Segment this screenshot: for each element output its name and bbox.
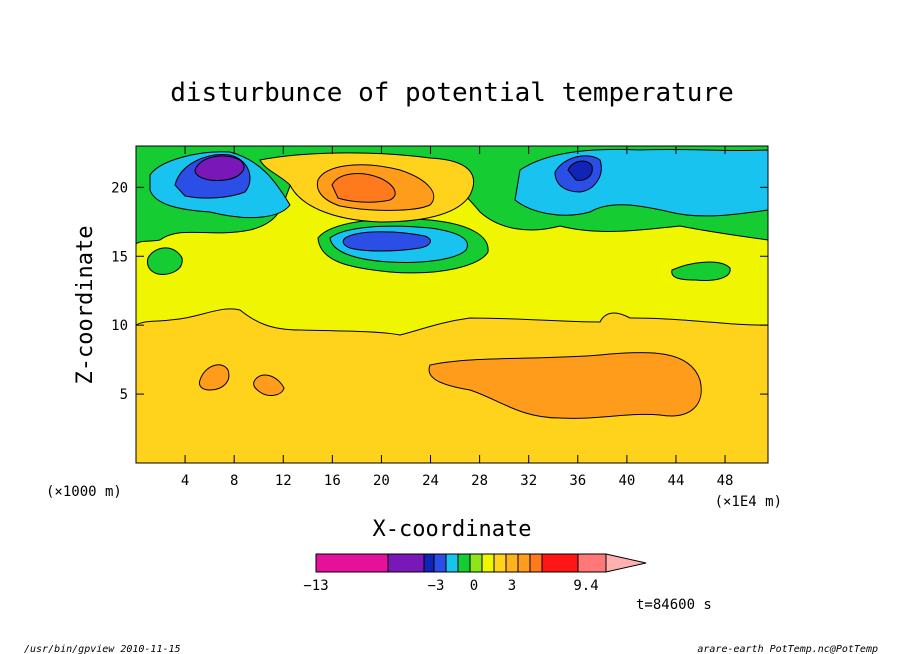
contour-region-orange-low — [428, 352, 702, 419]
colorbar-label: −13 — [303, 578, 328, 594]
x-tick-label: 24 — [422, 473, 439, 489]
colorbar-segment — [529, 553, 543, 573]
contour-region-purple-left — [194, 155, 245, 181]
x-tick-label: 44 — [668, 473, 685, 489]
x-unit-right: (×1E4 m) — [715, 494, 782, 510]
x-tick-label: 40 — [618, 473, 635, 489]
contour-region-orange-small1 — [199, 364, 230, 391]
footer-right: arare-earth_PotTemp.nc@PotTemp — [697, 644, 878, 654]
colorbar-label: −3 — [428, 578, 445, 594]
colorbar-segment — [457, 553, 471, 573]
y-tick-label: 15 — [111, 249, 128, 265]
colorbar-segment — [315, 553, 389, 573]
y-tick-label: 10 — [111, 318, 128, 334]
contour-region-cyan-right — [514, 148, 769, 217]
colorbar: −13 −3 0 3 9.4 — [303, 553, 647, 594]
y-tick-label: 20 — [111, 180, 128, 196]
colorbar-segment — [577, 553, 607, 573]
contour-region-red-top — [331, 173, 396, 203]
colorbar-segment — [423, 553, 435, 573]
contour-region-navy-right — [567, 160, 593, 181]
contour-region-green-left — [147, 247, 183, 275]
time-label: t=84600 s — [636, 597, 712, 613]
x-tick-label: 8 — [230, 473, 238, 489]
colorbar-segment — [433, 553, 447, 573]
plot-frame — [135, 145, 769, 464]
footer-left: /usr/bin/gpview 2010-11-15 — [24, 644, 181, 654]
contour-region-orange-small2 — [253, 374, 285, 396]
colorbar-segment — [387, 553, 425, 573]
y-axis-label: Z-coordinate — [73, 226, 98, 385]
x-unit-left: (×1000 m) — [46, 484, 122, 500]
colorbar-segment — [541, 553, 579, 573]
colorbar-segment — [505, 553, 519, 573]
y-ticks: 5 10 15 20 — [111, 180, 768, 403]
x-tick-label: 16 — [324, 473, 341, 489]
chart-title: disturbunce of potential temperature — [170, 78, 734, 108]
contour-region-blue-mid — [342, 231, 431, 252]
colorbar-segment — [445, 553, 459, 573]
x-tick-label: 4 — [181, 473, 189, 489]
x-axis-label: X-coordinate — [373, 517, 532, 542]
y-tick-label: 5 — [120, 387, 128, 403]
colorbar-label: 9.4 — [573, 578, 598, 594]
colorbar-segment — [481, 553, 495, 573]
x-tick-label: 20 — [373, 473, 390, 489]
colorbar-label: 3 — [508, 578, 516, 594]
colorbar-segment — [493, 553, 507, 573]
x-tick-label: 36 — [569, 473, 586, 489]
colorbar-arrow — [605, 553, 647, 573]
x-tick-label: 12 — [275, 473, 292, 489]
colorbar-segment — [469, 553, 483, 573]
x-ticks: 4 8 12 16 20 24 28 32 36 40 44 48 — [181, 146, 734, 489]
x-tick-label: 32 — [520, 473, 537, 489]
colorbar-segment — [517, 553, 531, 573]
contour-region-green-right — [671, 261, 731, 281]
x-tick-label: 28 — [471, 473, 488, 489]
x-tick-label: 48 — [717, 473, 734, 489]
colorbar-label: 0 — [470, 578, 478, 594]
